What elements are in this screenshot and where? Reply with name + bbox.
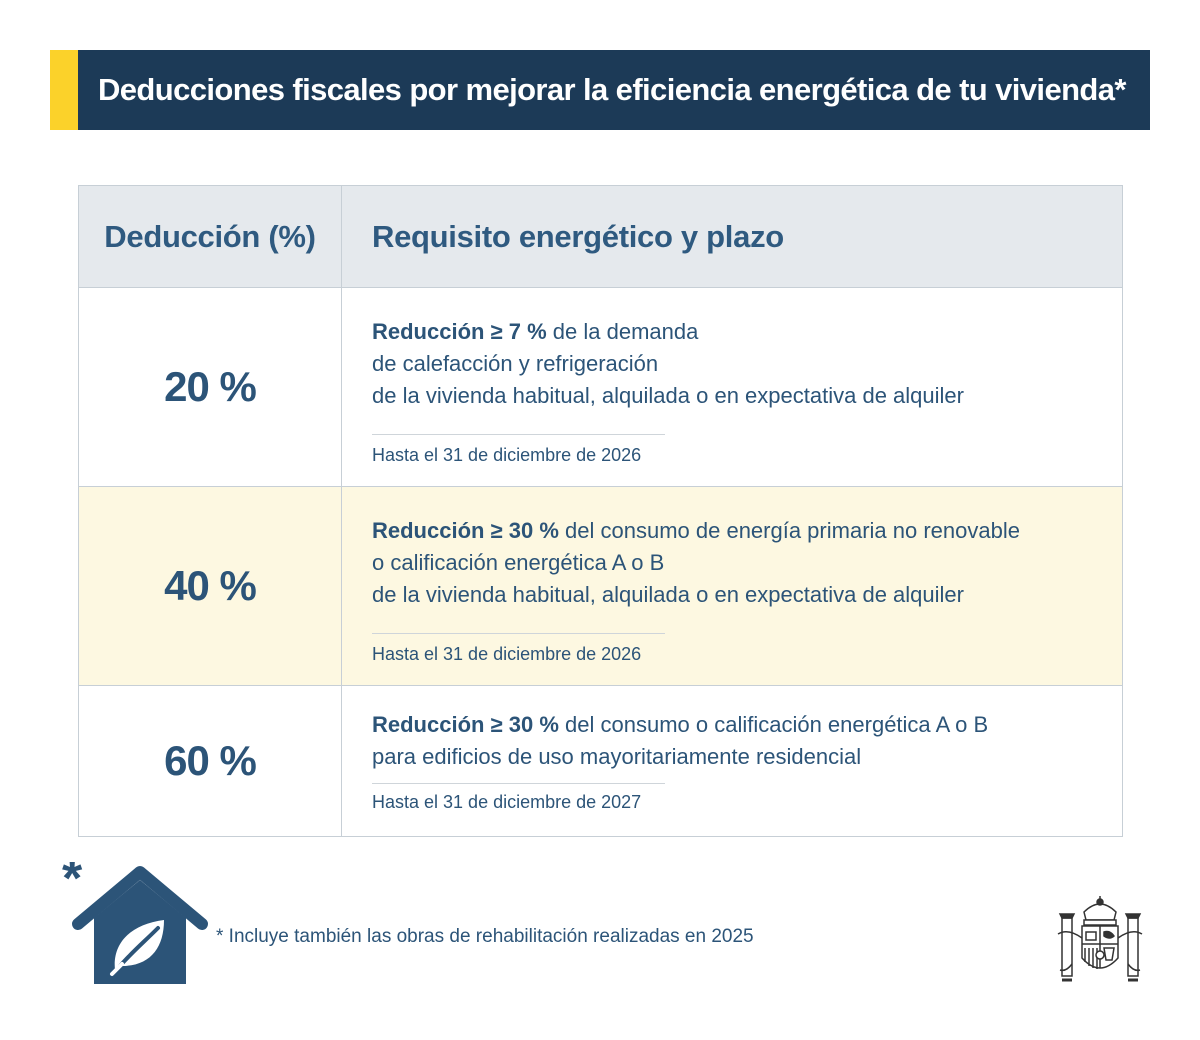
- header-cell-requirement: Requisito energético y plazo: [372, 218, 784, 254]
- deductions-table: Deducción (%) Requisito energético y pla…: [78, 185, 1123, 837]
- header-cell-deduction: Deducción (%): [79, 186, 342, 287]
- requirement-line: Reducción ≥ 30 % del consumo de energía …: [372, 518, 1020, 543]
- deduction-cell: 20 %: [79, 288, 342, 486]
- requirement-line: de calefacción y refrigeración: [372, 351, 659, 376]
- requirement-cell: Reducción ≥ 30 % del consumo de energía …: [342, 487, 1122, 685]
- divider: [372, 633, 665, 634]
- table-row-highlighted: 40 % Reducción ≥ 30 % del consumo de ene…: [79, 486, 1122, 685]
- requirement-line: de la vivienda habitual, alquilada o en …: [372, 582, 964, 607]
- requirement-line: para edificios de uso mayoritariamente r…: [372, 744, 862, 769]
- deduction-cell: 60 %: [79, 686, 342, 836]
- requirement-line: Reducción ≥ 7 % de la demanda: [372, 319, 699, 344]
- spain-coat-of-arms-icon: [1054, 894, 1146, 995]
- page-title: Deducciones fiscales por mejorar la efic…: [98, 72, 1126, 107]
- deadline-text: Hasta el 31 de diciembre de 2027: [372, 792, 642, 812]
- table-header-row: Deducción (%) Requisito energético y pla…: [79, 186, 1122, 287]
- requirement-line: o calificación energética A o B: [372, 550, 665, 575]
- house-leaf-icon: *: [60, 850, 210, 992]
- deduction-percentage: 60 %: [164, 737, 257, 784]
- banner-body: Deducciones fiscales por mejorar la efic…: [78, 50, 1150, 130]
- deadline-text: Hasta el 31 de diciembre de 2026: [372, 644, 642, 664]
- requirement-line: Reducción ≥ 30 % del consumo o calificac…: [372, 712, 989, 737]
- divider: [372, 783, 665, 784]
- divider: [372, 434, 665, 435]
- requirement-cell: Reducción ≥ 7 % de la demanda de calefac…: [342, 288, 1122, 486]
- requirement-cell: Reducción ≥ 30 % del consumo o calificac…: [342, 686, 1122, 836]
- deduction-cell: 40 %: [79, 487, 342, 685]
- table-row: 20 % Reducción ≥ 7 % de la demanda de ca…: [79, 287, 1122, 486]
- asterisk-mark: *: [62, 862, 83, 908]
- deduction-percentage: 40 %: [164, 562, 257, 609]
- deadline-text: Hasta el 31 de diciembre de 2026: [372, 445, 642, 465]
- requirement-line: de la vivienda habitual, alquilada o en …: [372, 383, 964, 408]
- footnote-text: * Incluye también las obras de rehabilit…: [216, 926, 754, 947]
- deduction-percentage: 20 %: [164, 363, 257, 410]
- title-banner: Deducciones fiscales por mejorar la efic…: [50, 50, 1150, 130]
- banner-accent-bar: [50, 50, 78, 130]
- table-row: 60 % Reducción ≥ 30 % del consumo o cali…: [79, 685, 1122, 836]
